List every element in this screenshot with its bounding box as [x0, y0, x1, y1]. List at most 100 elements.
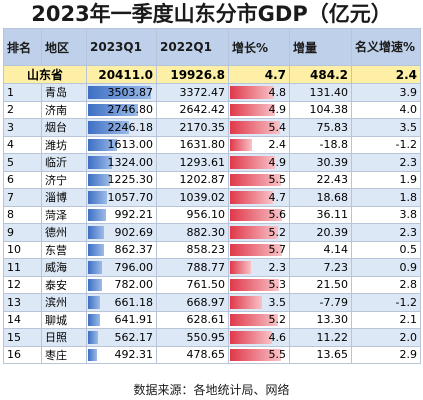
growth-cell: 5.4 — [228, 118, 290, 137]
header-increase: 增量 — [289, 28, 352, 66]
gdp-2023-cell: 3503.87 — [86, 83, 157, 102]
growth-bar — [230, 173, 281, 186]
nominal-growth-cell: 3.9 — [351, 83, 421, 102]
gdp-2023-cell: 562.17 — [86, 328, 157, 347]
nominal-growth-cell: 2.3 — [351, 223, 421, 242]
growth-cell: 5.6 — [228, 205, 290, 224]
growth-value: 4.8 — [268, 85, 287, 99]
header-region: 地区 — [41, 28, 87, 66]
gdp-2023-value: 2246.18 — [107, 120, 154, 134]
gdp-2023-value: 3503.87 — [107, 85, 154, 99]
gdp-bar — [88, 331, 99, 344]
growth-cell: 5.2 — [228, 223, 290, 242]
gdp-2022-cell: 858.23 — [156, 240, 229, 259]
gdp-bar — [88, 103, 138, 116]
growth-cell: 5.3 — [228, 275, 290, 294]
gdp-2023-cell: 641.91 — [86, 310, 157, 329]
increase-cell: 131.40 — [289, 83, 352, 102]
increase-cell: 30.39 — [289, 153, 352, 172]
gdp-bar — [88, 261, 103, 274]
gdp-2022-cell: 882.30 — [156, 223, 229, 242]
increase-cell: 20.39 — [289, 223, 352, 242]
nominal-growth-cell: 2.1 — [351, 310, 421, 329]
rank-cell: 8 — [3, 205, 42, 224]
growth-value: 5.2 — [268, 313, 287, 327]
region-cell: 菏泽 — [41, 205, 87, 224]
increase-cell: 18.68 — [289, 188, 352, 207]
increase-cell: 4.14 — [289, 240, 352, 259]
region-cell: 济南 — [41, 100, 87, 119]
gdp-2023-cell: 1057.70 — [86, 188, 157, 207]
growth-value: 4.7 — [268, 190, 287, 204]
increase-cell: -18.8 — [289, 135, 352, 154]
table-row: 7 淄博 1057.70 1039.02 4.7 18.68 1.8 — [3, 188, 421, 207]
rank-cell: 6 — [3, 170, 42, 189]
growth-value: 2.4 — [268, 138, 287, 152]
gdp-2023-value: 796.00 — [114, 260, 154, 274]
header-rank: 排名 — [3, 28, 42, 66]
growth-bar — [230, 313, 278, 326]
table-row: 6 济宁 1225.30 1202.87 5.5 22.43 1.9 — [3, 170, 421, 189]
gdp-2022-cell: 3372.47 — [156, 83, 229, 102]
rank-cell: 4 — [3, 135, 42, 154]
gdp-2023-cell: 796.00 — [86, 258, 157, 277]
region-cell: 德州 — [41, 223, 87, 242]
growth-bar — [230, 226, 278, 239]
nominal-growth-cell: 4.0 — [351, 100, 421, 119]
growth-cell: 4.9 — [228, 100, 290, 119]
page-title: 2023年一季度山东分市GDP（亿元） — [31, 2, 392, 26]
gdp-2023-cell: 2746.80 — [86, 100, 157, 119]
growth-value: 5.7 — [268, 243, 287, 257]
growth-cell: 4.8 — [228, 83, 290, 102]
gdp-2023-value: 1057.70 — [107, 190, 154, 204]
increase-cell: 36.11 — [289, 205, 352, 224]
rank-cell: 5 — [3, 153, 42, 172]
gdp-bar — [88, 278, 103, 291]
region-cell: 聊城 — [41, 310, 87, 329]
rank-cell: 2 — [3, 100, 42, 119]
region-cell: 青岛 — [41, 83, 87, 102]
province-2023q1: 20411.0 — [86, 65, 157, 84]
growth-value: 4.6 — [268, 330, 287, 344]
growth-bar — [230, 86, 275, 99]
gdp-2023-value: 562.17 — [114, 330, 154, 344]
growth-bar — [230, 191, 274, 204]
gdp-2023-cell: 492.31 — [86, 345, 157, 364]
gdp-2022-cell: 550.95 — [156, 328, 229, 347]
region-cell: 烟台 — [41, 118, 87, 137]
gdp-2022-cell: 1039.02 — [156, 188, 229, 207]
growth-value: 5.5 — [268, 173, 287, 187]
gdp-2023-value: 1324.00 — [107, 155, 154, 169]
gdp-2023-cell: 661.18 — [86, 293, 157, 312]
growth-value: 2.3 — [268, 260, 287, 274]
increase-cell: 13.65 — [289, 345, 352, 364]
table-row: 9 德州 902.69 882.30 5.2 20.39 2.3 — [3, 223, 421, 242]
gdp-bar — [88, 296, 100, 309]
growth-value: 4.9 — [268, 155, 287, 169]
rank-cell: 12 — [3, 275, 42, 294]
growth-bar — [230, 243, 283, 256]
gdp-2023-value: 992.21 — [114, 208, 154, 222]
gdp-2022-cell: 1202.87 — [156, 170, 229, 189]
province-nominal: 2.4 — [351, 65, 421, 84]
gdp-2022-cell: 761.50 — [156, 275, 229, 294]
table-row: 10 东营 862.37 858.23 5.7 4.14 0.5 — [3, 240, 421, 259]
gdp-bar — [88, 191, 108, 204]
gdp-2023-value: 1225.30 — [107, 173, 154, 187]
growth-cell: 4.9 — [228, 153, 290, 172]
growth-value: 5.5 — [268, 348, 287, 362]
growth-bar — [230, 331, 273, 344]
gdp-2023-value: 782.00 — [114, 278, 154, 292]
gdp-2023-cell: 1613.00 — [86, 135, 157, 154]
nominal-growth-cell: 1.9 — [351, 170, 421, 189]
gdp-2023-value: 2746.80 — [107, 103, 154, 117]
table-row: 3 烟台 2246.18 2170.35 5.4 75.83 3.5 — [3, 118, 421, 137]
region-cell: 日照 — [41, 328, 87, 347]
gdp-2022-cell: 668.97 — [156, 293, 229, 312]
nominal-growth-cell: -1.2 — [351, 293, 421, 312]
table-row: 2 济南 2746.80 2642.42 4.9 104.38 4.0 — [3, 100, 421, 119]
region-cell: 枣庄 — [41, 345, 87, 364]
increase-cell: 11.22 — [289, 328, 352, 347]
nominal-growth-cell: 3.8 — [351, 205, 421, 224]
